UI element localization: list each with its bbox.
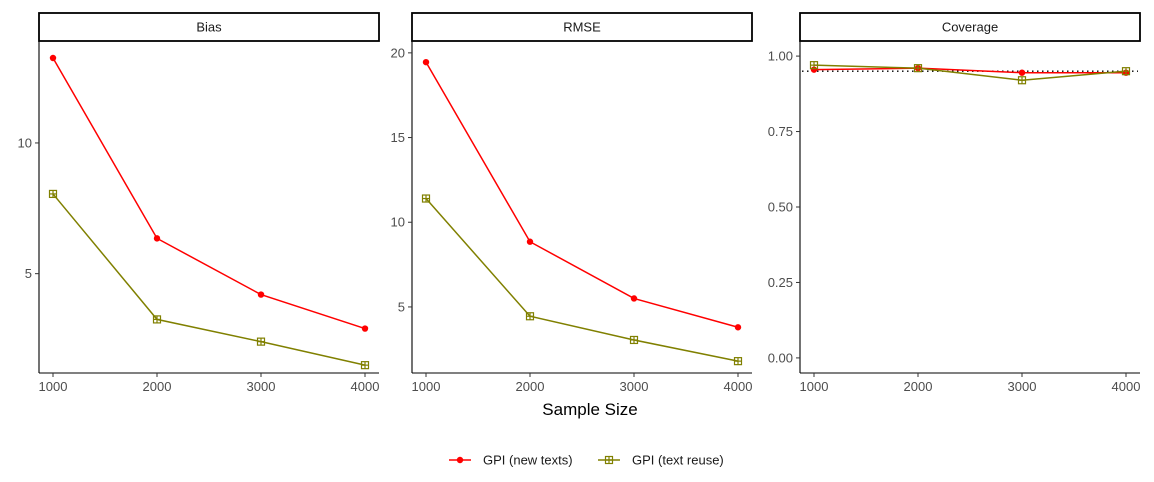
- legend-key-marker: [456, 456, 464, 464]
- data-point: [734, 324, 742, 331]
- data-point: [526, 238, 534, 245]
- data-point: [152, 315, 162, 324]
- panel-title: Bias: [196, 20, 222, 35]
- data-point: [733, 357, 743, 366]
- data-point: [422, 58, 430, 66]
- panel-coverage: Coverage 0.00 0.25 0.50 0.75 1.00 1000 2000 3000…: [768, 12, 1141, 394]
- x-tick-label: 1000: [412, 379, 441, 394]
- data-point: [525, 312, 535, 321]
- y-tick-label: 20: [391, 45, 405, 60]
- legend: GPI (new texts) GPI (text reuse): [449, 453, 724, 468]
- x-tick-label: 4000: [351, 379, 380, 394]
- x-tick-label: 2000: [516, 379, 545, 394]
- data-point: [257, 291, 265, 298]
- data-point: [629, 335, 639, 345]
- data-point: [48, 189, 58, 199]
- panel-strip: [38, 12, 380, 42]
- panel-strip: [799, 12, 1141, 42]
- y-tick-label: 15: [391, 130, 405, 145]
- data-point: [630, 295, 638, 302]
- x-tick-label: 3000: [1008, 379, 1037, 394]
- series-line-new-texts: [425, 61, 739, 328]
- y-tick-label: 10: [18, 135, 32, 150]
- y-tick-label: 0.00: [768, 350, 793, 365]
- x-tick-label: 1000: [39, 379, 68, 394]
- y-tick-label: 10: [391, 215, 405, 230]
- x-tick-label: 1000: [800, 379, 829, 394]
- panel-strip: [411, 12, 753, 42]
- data-point: [360, 361, 370, 370]
- y-tick-label: 5: [25, 266, 32, 281]
- data-point: [1121, 67, 1131, 76]
- series-line-new-texts: [813, 67, 1126, 74]
- y-tick-label: 1.00: [768, 49, 793, 64]
- legend-item: GPI (text reuse): [598, 453, 724, 468]
- series-line-new-texts: [52, 57, 366, 330]
- data-point: [1017, 76, 1027, 85]
- data-point: [421, 194, 431, 203]
- x-tick-label: 2000: [143, 379, 172, 394]
- data-point: [256, 337, 266, 346]
- panel-title: RMSE: [563, 20, 601, 35]
- series-line-text-reuse: [813, 64, 1127, 81]
- data-point: [49, 54, 57, 62]
- legend-label: GPI (text reuse): [632, 453, 724, 468]
- series-line-text-reuse: [425, 198, 739, 362]
- y-tick-label: 5: [398, 299, 405, 314]
- x-tick-label: 3000: [620, 379, 649, 394]
- data-point: [913, 64, 923, 73]
- data-point: [361, 325, 369, 332]
- x-tick-label: 3000: [247, 379, 276, 394]
- legend-key-marker: [604, 455, 614, 465]
- legend-label: GPI (new texts): [483, 453, 573, 468]
- x-tick-label: 4000: [1112, 379, 1141, 394]
- series-line-text-reuse: [52, 193, 366, 366]
- data-point: [153, 235, 161, 242]
- legend-item: GPI (new texts): [449, 453, 573, 468]
- panel-rmse: RMSE 5 10 15 20 1000 2000 3000 4000: [391, 12, 753, 394]
- panel-title: Coverage: [942, 20, 998, 35]
- x-tick-label: 2000: [904, 379, 933, 394]
- data-point: [1018, 69, 1026, 76]
- y-tick-label: 0.25: [768, 275, 793, 290]
- panel-bias: Bias 5 10 1000 2000 3000 4000: [18, 12, 380, 394]
- data-point: [809, 61, 819, 70]
- x-tick-label: 4000: [724, 379, 753, 394]
- y-tick-label: 0.75: [768, 124, 793, 139]
- x-axis-title: Sample Size: [542, 400, 637, 419]
- y-tick-label: 0.50: [768, 200, 793, 215]
